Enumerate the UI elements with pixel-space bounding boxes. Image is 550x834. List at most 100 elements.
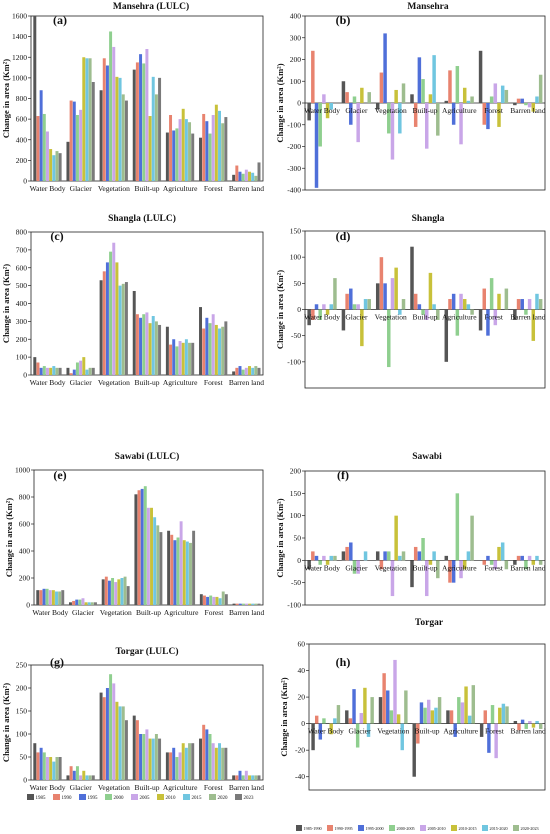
bar bbox=[178, 752, 182, 780]
bar bbox=[36, 116, 40, 181]
bar bbox=[314, 715, 319, 724]
bar bbox=[91, 82, 95, 181]
bar bbox=[470, 515, 474, 561]
bar bbox=[48, 590, 52, 605]
y-axis-label: Change in area (Km²) bbox=[1, 264, 11, 343]
bar bbox=[446, 710, 450, 724]
bar bbox=[235, 775, 239, 780]
bar bbox=[208, 133, 212, 181]
x-tick-label: Vegetation bbox=[375, 313, 407, 322]
legend-entry: 1985-1990 bbox=[304, 826, 322, 831]
bar bbox=[254, 175, 258, 181]
panel-letter: (b) bbox=[336, 13, 351, 27]
bar bbox=[45, 131, 49, 181]
legend-swatch bbox=[53, 794, 60, 800]
bar bbox=[394, 515, 398, 561]
bar bbox=[390, 560, 395, 597]
x-tick-label: Barren land bbox=[510, 563, 545, 572]
y-tick-label: -50 bbox=[291, 578, 301, 587]
bar bbox=[413, 546, 418, 561]
bar bbox=[135, 720, 139, 780]
bar bbox=[101, 579, 105, 605]
bar bbox=[137, 490, 141, 605]
bar bbox=[214, 324, 218, 375]
bar bbox=[387, 103, 391, 134]
y-tick-label: 50 bbox=[294, 279, 302, 288]
bar bbox=[45, 757, 49, 780]
bar bbox=[235, 367, 239, 375]
bar bbox=[329, 723, 333, 735]
bar bbox=[355, 723, 360, 748]
bar bbox=[451, 103, 456, 125]
bar bbox=[170, 534, 174, 605]
bar bbox=[489, 278, 494, 310]
bar bbox=[493, 560, 498, 570]
bar bbox=[486, 555, 490, 561]
bar bbox=[224, 594, 228, 605]
bar bbox=[235, 165, 239, 181]
bar bbox=[102, 271, 106, 375]
bar bbox=[224, 321, 228, 375]
bar bbox=[158, 324, 162, 375]
bar bbox=[504, 560, 509, 570]
y-axis-label: Change in area (Km²) bbox=[4, 498, 14, 577]
bar bbox=[341, 81, 346, 103]
y-tick-label: 400 bbox=[16, 135, 28, 144]
panel-c-chart: 0 100 200 300 400 500 600 700 800 Water Body Glaci… bbox=[1, 213, 264, 387]
bar bbox=[33, 743, 37, 780]
legend-swatch bbox=[27, 794, 34, 800]
y-tick-label: -300 bbox=[287, 164, 301, 173]
panel-g-chart: 0 50 100 150 200 250 Water Body Glacier Vegetati… bbox=[1, 646, 264, 792]
y-tick-label: -50 bbox=[291, 331, 301, 340]
bar bbox=[425, 309, 429, 320]
bar bbox=[394, 267, 398, 310]
bar bbox=[209, 595, 213, 605]
bar bbox=[88, 775, 92, 780]
bar bbox=[531, 103, 536, 112]
bar bbox=[455, 309, 460, 336]
bar bbox=[55, 367, 59, 375]
bar bbox=[151, 76, 155, 181]
bar bbox=[172, 130, 176, 181]
bar bbox=[36, 590, 40, 605]
bar bbox=[417, 551, 422, 561]
bar bbox=[72, 770, 76, 780]
bar bbox=[497, 546, 501, 561]
bar bbox=[500, 85, 505, 103]
bar bbox=[154, 321, 158, 375]
bar bbox=[39, 90, 43, 181]
bar bbox=[520, 98, 524, 103]
bar bbox=[378, 697, 383, 724]
bar bbox=[325, 103, 330, 119]
y-tick-label: 200 bbox=[16, 684, 28, 693]
bar bbox=[333, 278, 337, 310]
panel-letter: (e) bbox=[53, 468, 66, 482]
y-tick-label: 200 bbox=[19, 574, 31, 583]
bar bbox=[238, 770, 242, 780]
bar bbox=[148, 116, 152, 181]
bar bbox=[199, 738, 203, 780]
bar bbox=[221, 747, 225, 780]
bar bbox=[51, 590, 55, 605]
bar bbox=[55, 757, 59, 780]
bar bbox=[363, 299, 368, 310]
bar bbox=[462, 299, 467, 310]
panel-title: Sawabi bbox=[412, 452, 442, 462]
x-tick-label: Vegetation bbox=[375, 106, 407, 115]
y-tick-label: 1000 bbox=[15, 466, 30, 475]
panel-title: Mansehra (LULC) bbox=[113, 1, 189, 12]
bar bbox=[241, 369, 245, 375]
bar bbox=[535, 96, 539, 103]
bar bbox=[221, 591, 225, 605]
legend-swatch bbox=[209, 794, 216, 800]
y-tick-label: 600 bbox=[19, 520, 31, 529]
bar bbox=[483, 710, 487, 724]
bar bbox=[191, 342, 195, 375]
bar bbox=[251, 775, 255, 780]
bar bbox=[311, 309, 315, 320]
bar bbox=[251, 172, 255, 181]
x-tick-label: Agriculture bbox=[163, 184, 198, 193]
bar bbox=[459, 293, 463, 310]
bar bbox=[117, 579, 121, 605]
y-tick-label: 150 bbox=[16, 707, 28, 716]
